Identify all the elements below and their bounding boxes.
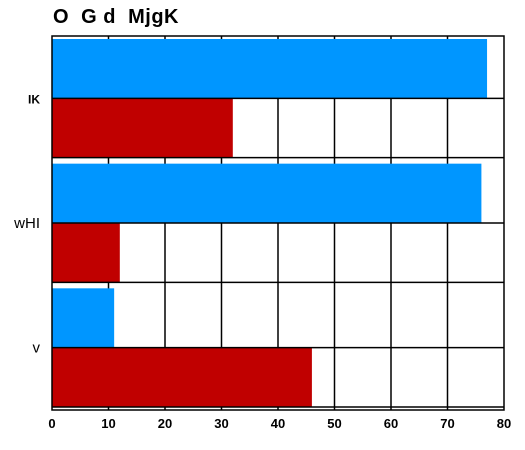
bar-3-series-2 xyxy=(52,347,312,408)
x-tick-labels: 0 10 20 30 40 50 60 70 80 xyxy=(48,416,511,431)
x-tick-label-0: 0 xyxy=(48,416,55,431)
y-category-label-3: v xyxy=(33,340,41,357)
chart-title: O G d MjgK xyxy=(53,6,179,28)
x-tick-label-80: 80 xyxy=(497,416,511,431)
x-tick-label-70: 70 xyxy=(440,416,454,431)
y-category-label-2: wHI xyxy=(13,215,40,232)
bar-2-series-2 xyxy=(52,223,120,283)
band-lines xyxy=(52,97,504,408)
x-tick-label-10: 10 xyxy=(101,416,115,431)
x-tick-label-60: 60 xyxy=(384,416,398,431)
bar-1-series-1 xyxy=(52,38,488,99)
x-tick-label-20: 20 xyxy=(158,416,172,431)
x-tick-label-50: 50 xyxy=(327,416,341,431)
bars xyxy=(52,38,488,408)
x-tick-label-40: 40 xyxy=(271,416,285,431)
y-category-label-1: IK xyxy=(28,92,40,106)
bar-3-series-1 xyxy=(52,288,115,348)
y-category-labels: IK wHI v xyxy=(13,92,40,356)
bar-1-series-2 xyxy=(52,98,233,158)
x-tick-label-30: 30 xyxy=(214,416,228,431)
plot-frame xyxy=(51,35,505,411)
bar-2-series-1 xyxy=(52,163,482,223)
